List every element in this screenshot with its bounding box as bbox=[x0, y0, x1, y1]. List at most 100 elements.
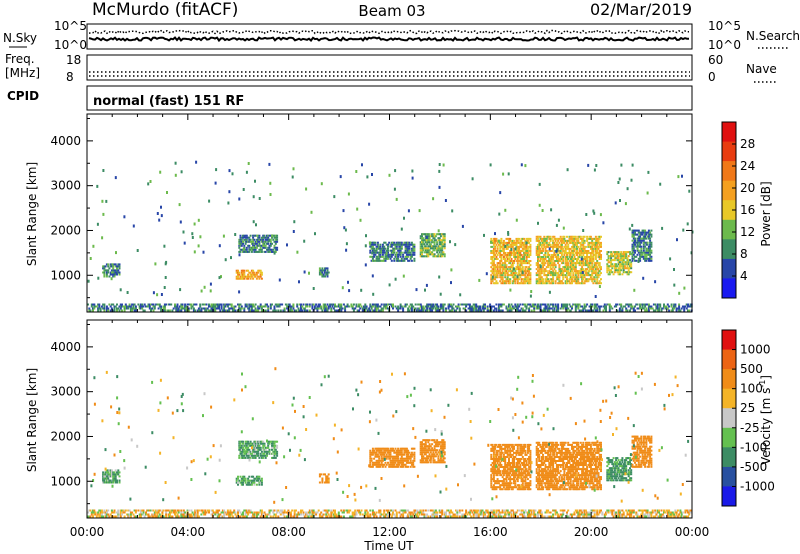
echo-cell bbox=[544, 305, 547, 308]
echo-cell bbox=[422, 307, 425, 310]
echo-cell bbox=[645, 251, 648, 254]
echo-cell bbox=[437, 233, 440, 236]
echo-cell bbox=[393, 457, 396, 460]
echo-cell bbox=[243, 452, 246, 455]
echo-cell bbox=[397, 459, 400, 462]
echo-cell bbox=[371, 449, 374, 452]
echo-cell bbox=[110, 303, 113, 306]
echo-cell bbox=[443, 453, 446, 456]
echo-cell bbox=[623, 257, 626, 260]
echo-cell bbox=[102, 212, 105, 216]
echo-cell bbox=[426, 241, 429, 244]
echo-cell bbox=[273, 307, 276, 310]
echo-cell bbox=[520, 260, 523, 262]
echo-cell bbox=[457, 303, 460, 306]
echo-cell bbox=[393, 243, 396, 246]
echo-cell bbox=[673, 305, 676, 308]
echo-cell bbox=[223, 307, 226, 310]
echo-cell bbox=[139, 303, 142, 306]
echo-cell bbox=[268, 442, 271, 445]
echo-cell bbox=[477, 309, 480, 312]
echo-cell bbox=[254, 446, 257, 449]
echo-cell bbox=[373, 461, 376, 464]
echo-cell bbox=[384, 241, 387, 244]
echo-cell bbox=[617, 253, 620, 256]
echo-cell bbox=[102, 479, 105, 482]
echo-cell bbox=[600, 258, 602, 260]
echo-cell bbox=[423, 453, 426, 456]
echo-cell bbox=[552, 303, 555, 306]
echo-cell bbox=[525, 280, 528, 283]
echo-cell bbox=[375, 447, 378, 450]
colorbar-swatch bbox=[722, 141, 736, 162]
echo-cell bbox=[506, 280, 509, 283]
echo-cell bbox=[252, 448, 255, 451]
echo-cell bbox=[641, 231, 644, 234]
echo-cell bbox=[499, 309, 502, 312]
echo-cell bbox=[539, 278, 542, 281]
echo-cell bbox=[102, 303, 105, 306]
echo-cell bbox=[615, 263, 618, 266]
echo-cell bbox=[584, 245, 587, 248]
echo-cell bbox=[376, 255, 379, 258]
echo-cell bbox=[250, 242, 253, 245]
echo-cell bbox=[528, 266, 531, 269]
echo-cell bbox=[248, 305, 251, 308]
echo-cell bbox=[496, 478, 499, 481]
echo-cell bbox=[491, 275, 494, 279]
echo-cell bbox=[300, 307, 302, 310]
echo-cell bbox=[529, 272, 532, 275]
echo-cell bbox=[492, 462, 495, 464]
echo-cell bbox=[650, 259, 653, 262]
echo-cell bbox=[375, 465, 378, 468]
echo-cell bbox=[519, 258, 522, 260]
echo-cell bbox=[369, 249, 372, 252]
echo-cell bbox=[419, 443, 422, 446]
echo-cell bbox=[250, 475, 253, 478]
echo-cell bbox=[471, 307, 474, 310]
echo-cell bbox=[276, 246, 279, 249]
echo-cell bbox=[385, 252, 388, 255]
echo-cell bbox=[622, 253, 625, 256]
echo-cell bbox=[422, 451, 425, 454]
echo-cell bbox=[298, 303, 301, 306]
echo-cell bbox=[661, 226, 664, 230]
echo-cell bbox=[105, 307, 108, 310]
echo-cell bbox=[499, 474, 502, 477]
echo-cell bbox=[548, 262, 551, 265]
echo-cell bbox=[432, 459, 435, 462]
echo-cell bbox=[673, 268, 675, 271]
echo-cell bbox=[398, 249, 401, 252]
echo-cell bbox=[219, 309, 222, 312]
echo-cell bbox=[324, 275, 326, 278]
echo-cell bbox=[344, 228, 347, 232]
echo-cell bbox=[208, 199, 211, 203]
echo-cell bbox=[260, 305, 263, 308]
echo-cell bbox=[264, 246, 267, 249]
echo-cell bbox=[432, 247, 435, 250]
echo-cell bbox=[177, 309, 180, 312]
echo-cell bbox=[589, 303, 592, 306]
echo-cell bbox=[568, 235, 571, 238]
echo-cell bbox=[381, 465, 384, 468]
echo-cell bbox=[597, 256, 600, 258]
echo-cell bbox=[492, 270, 495, 273]
echo-cell bbox=[576, 250, 578, 252]
echo-cell bbox=[615, 253, 618, 256]
echo-cell bbox=[589, 260, 592, 262]
echo-cell bbox=[531, 303, 534, 306]
echo-cell bbox=[112, 271, 115, 274]
echo-cell bbox=[255, 271, 258, 274]
echo-cell bbox=[272, 309, 275, 312]
echo-cell bbox=[380, 247, 383, 250]
echo-cell bbox=[490, 482, 493, 485]
echo-cell bbox=[491, 245, 494, 248]
echo-cell bbox=[258, 238, 261, 241]
echo-cell bbox=[237, 275, 239, 278]
echo-cell bbox=[550, 208, 553, 212]
echo-cell bbox=[167, 309, 170, 312]
echo-cell bbox=[454, 243, 457, 247]
echo-cell bbox=[606, 271, 609, 274]
echo-cell bbox=[535, 250, 538, 252]
echo-cell bbox=[445, 309, 447, 312]
